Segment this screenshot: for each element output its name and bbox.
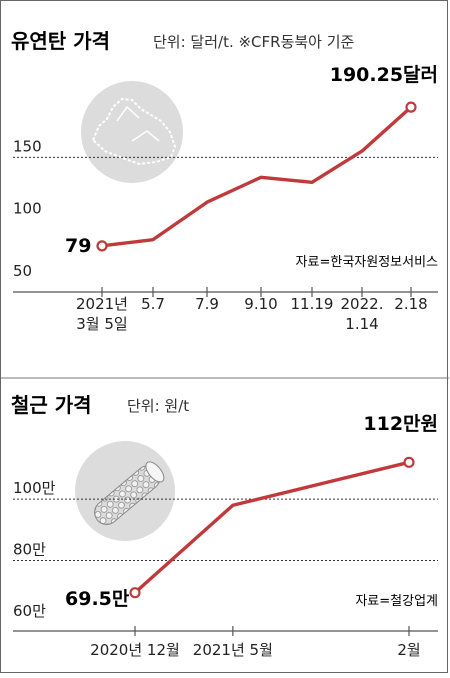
data-point xyxy=(403,456,415,468)
y-grid xyxy=(13,498,438,561)
chart-subtitle: 단위: 원/t xyxy=(127,397,189,415)
y-tick-label: 150 xyxy=(13,137,42,155)
end-value-label: 190.25달러 xyxy=(330,64,438,86)
series xyxy=(129,456,415,599)
end-value-label: 112만원 xyxy=(363,413,438,435)
x-tick-label: 7.9 xyxy=(195,295,219,313)
x-tick-label: 2.18 xyxy=(394,295,427,313)
x-tick-label: 2021년 xyxy=(76,295,128,313)
chart-title: 철근 가격 xyxy=(11,393,92,417)
x-tick-labels: 2021년 3월 5일 5.7 7.9 9.10 11.19 2022. 1.14 2.18 xyxy=(76,287,428,333)
y-tick-labels: 60만 80만 100만 xyxy=(13,479,56,620)
series-line xyxy=(101,105,413,248)
start-value-label: 69.5만 xyxy=(65,588,130,610)
chart-rebar: 철근 가격 단위: 원/t 60만 80만 100만 2020년 12월 2021년 … xyxy=(11,393,438,659)
x-tick-label: 2021년 5월 xyxy=(193,641,273,659)
y-tick-label: 50 xyxy=(13,262,32,280)
x-tick-label: 2020년 12월 xyxy=(90,641,180,659)
source-label: 자료=철강업계 xyxy=(355,594,438,609)
y-tick-label: 100만 xyxy=(13,479,56,497)
chart-coal: 유연탄 가격 단위: 달러/t. ※CFR동북아 기준 50 100 150 202… xyxy=(11,29,438,333)
data-point xyxy=(405,101,417,113)
y-tick-labels: 50 100 150 xyxy=(13,137,42,280)
y-tick-label: 80만 xyxy=(13,540,46,558)
data-point xyxy=(129,587,141,599)
x-tick-label: 3월 5일 xyxy=(76,315,127,333)
rebar-icon xyxy=(75,441,175,541)
x-tick-label: 9.10 xyxy=(244,295,277,313)
chart-subtitle: 단위: 달러/t. ※CFR동북아 기준 xyxy=(153,33,355,51)
series xyxy=(96,101,417,252)
x-tick-label: 1.14 xyxy=(345,315,378,333)
x-tick-label: 2월 xyxy=(397,641,420,659)
y-tick-label: 100 xyxy=(13,200,42,218)
x-tick-label: 5.7 xyxy=(141,295,165,313)
source-label: 자료=한국자원정보서비스 xyxy=(296,255,438,270)
series-line xyxy=(133,460,410,594)
chart-title: 유연탄 가격 xyxy=(11,29,110,53)
x-tick-label: 2022. xyxy=(341,295,384,313)
coal-icon xyxy=(81,81,183,183)
x-tick-labels: 2020년 12월 2021년 5월 2월 xyxy=(90,626,421,659)
y-tick-label: 60만 xyxy=(13,602,46,620)
x-tick-label: 11.19 xyxy=(291,295,334,313)
data-point xyxy=(96,240,108,252)
start-value-label: 79 xyxy=(65,235,91,257)
